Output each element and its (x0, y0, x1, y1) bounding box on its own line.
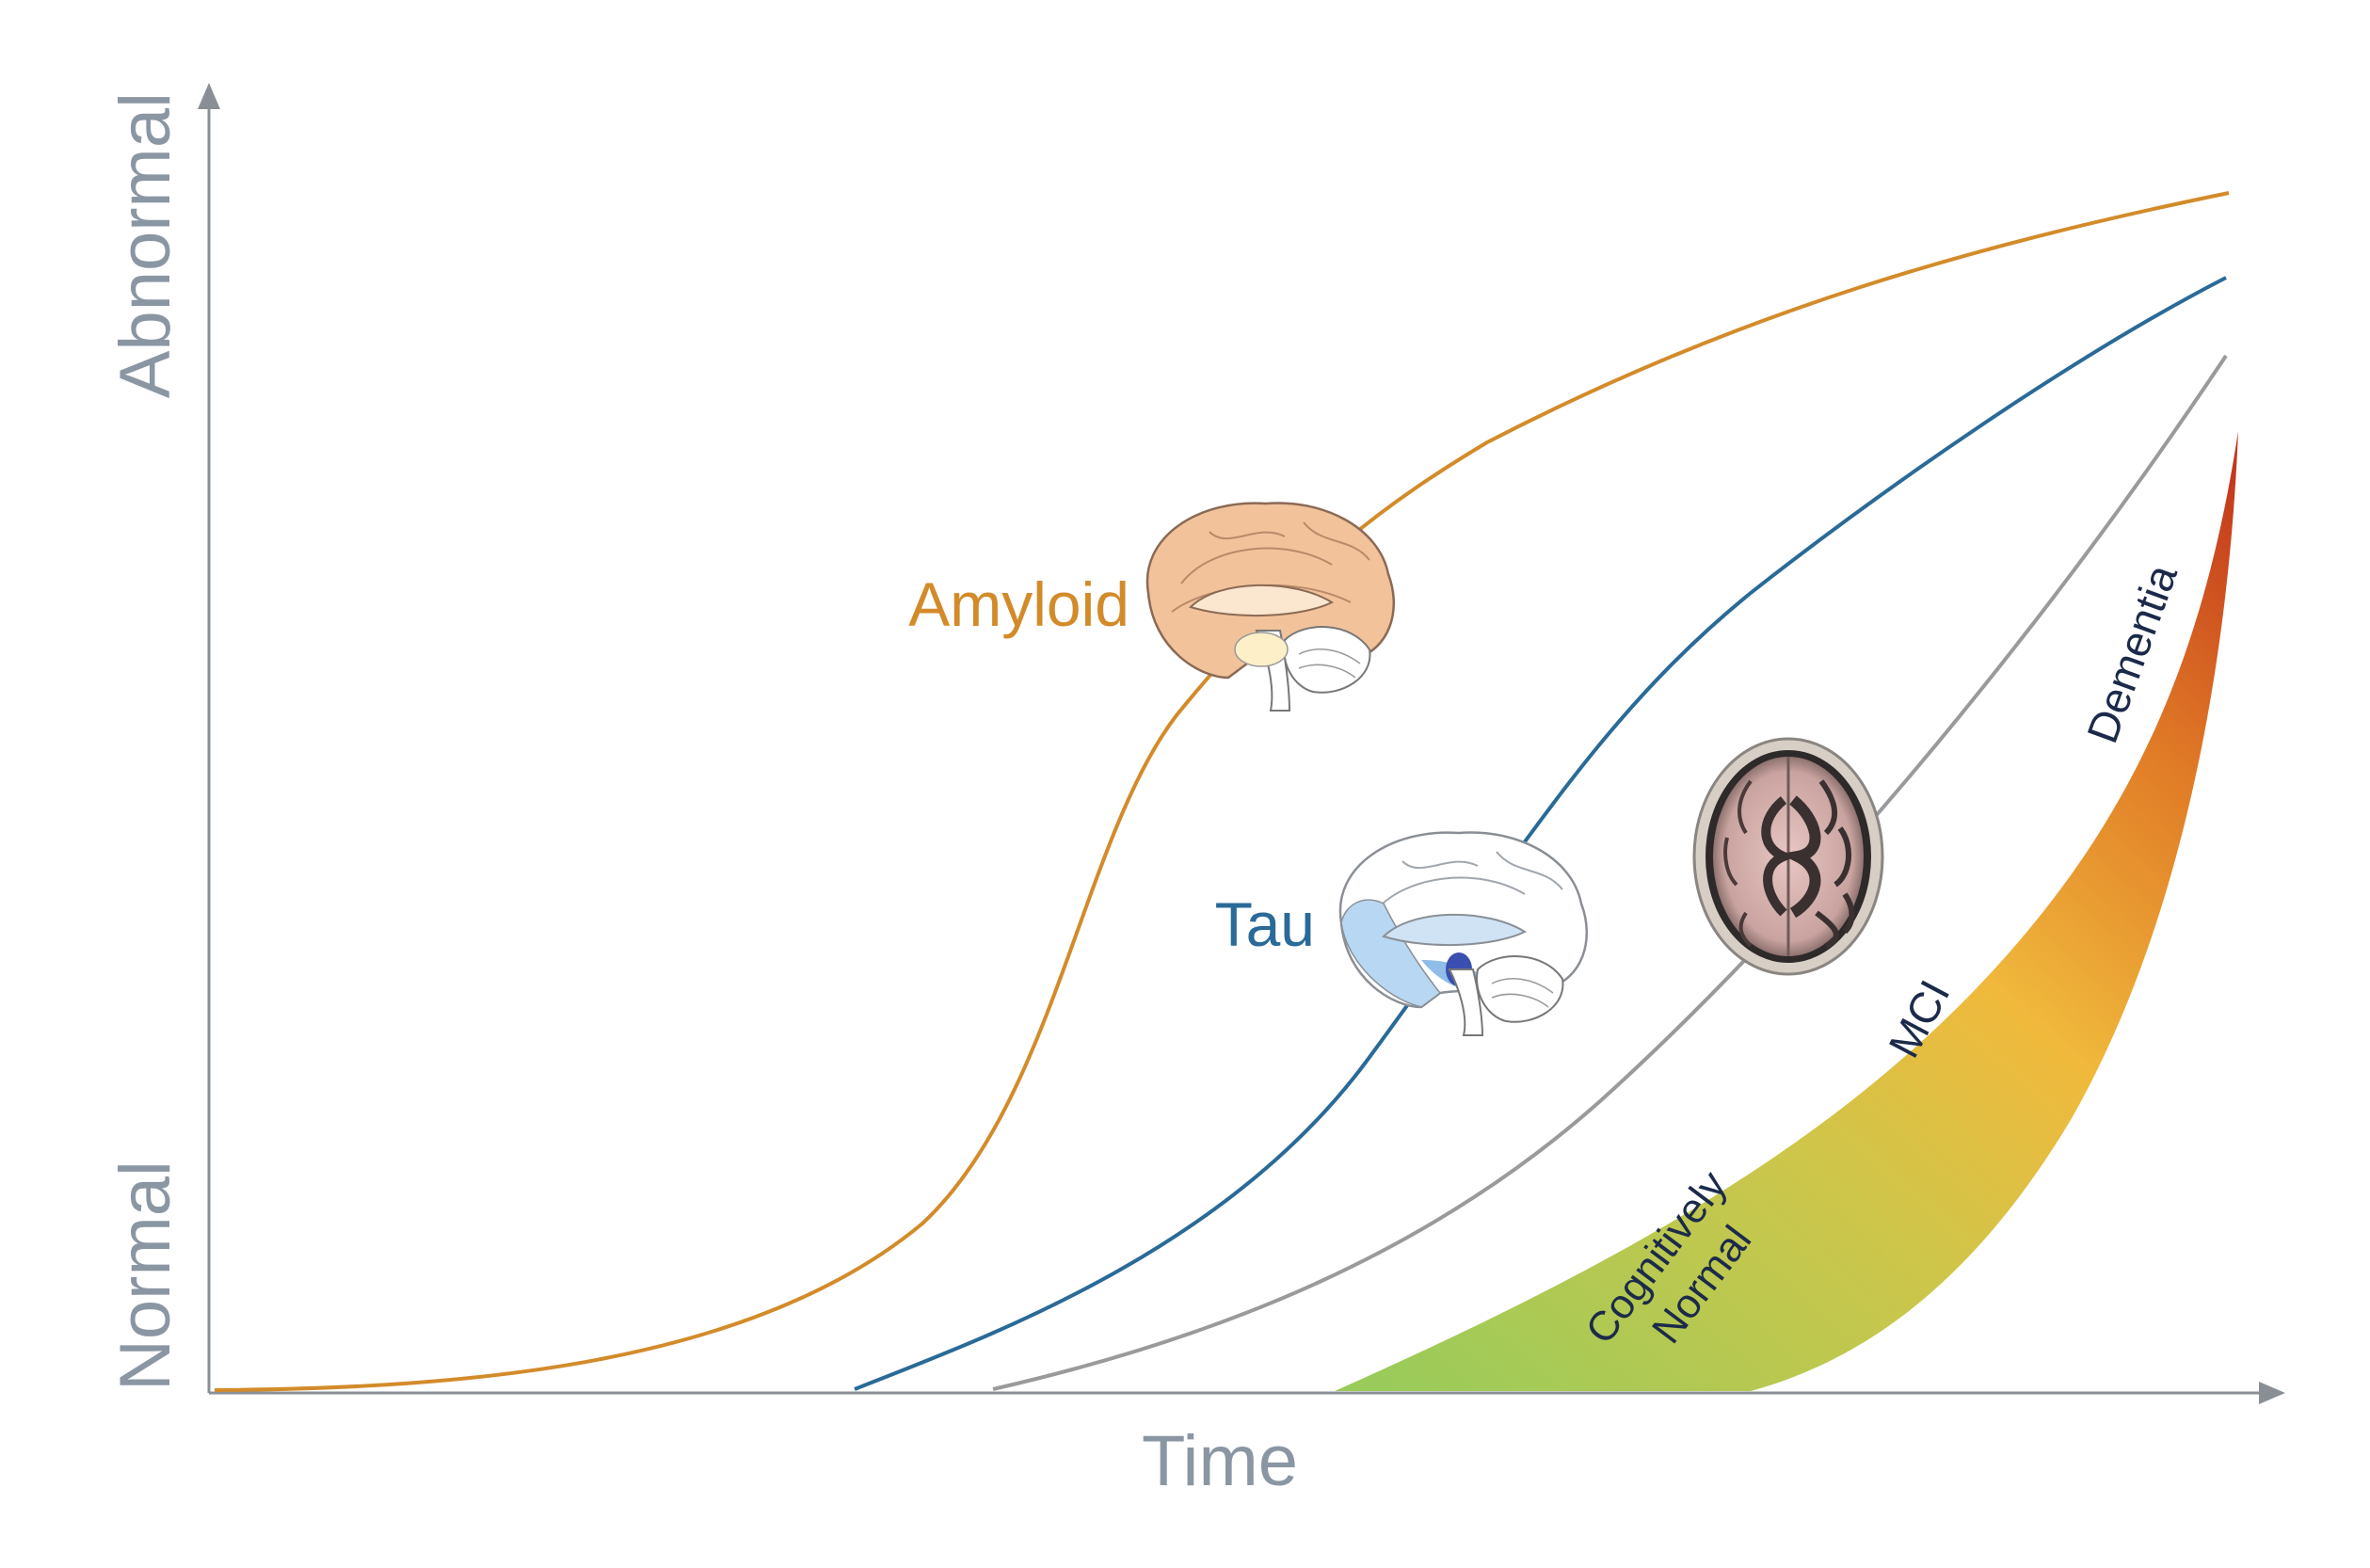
curve-neurodegeneration (992, 354, 2228, 1391)
x-axis-arrow-icon (2259, 1382, 2285, 1404)
x-label: Time (1142, 1421, 1298, 1501)
axes (198, 83, 2285, 1404)
tau-label: Tau (1215, 889, 1315, 959)
amyloid-label: Amyloid (908, 569, 1129, 639)
brain-axial-mri-icon (1692, 737, 1884, 976)
brain-sagittal-tau-icon (1338, 831, 1589, 1036)
clinical-stage-band (1335, 431, 2238, 1391)
y-label-bottom: Normal (105, 1160, 185, 1391)
curve-amyloid (214, 191, 2230, 1392)
y-axis-arrow-icon (198, 83, 220, 109)
curve-tau (854, 276, 2227, 1391)
brain-sagittal-amyloid-icon (1145, 502, 1396, 712)
y-label-top: Abnormal (105, 92, 185, 398)
